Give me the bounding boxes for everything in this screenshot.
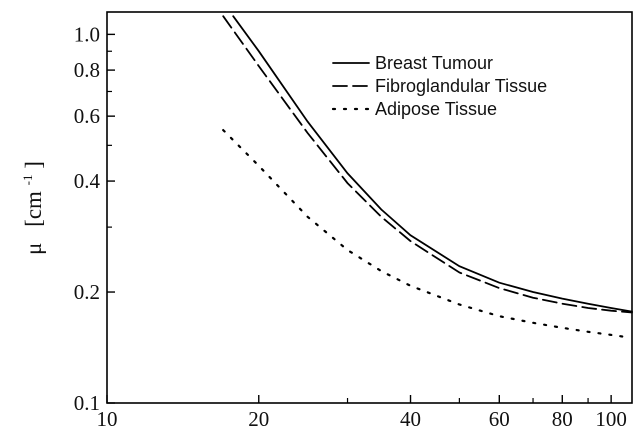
legend-label: Adipose Tissue xyxy=(375,99,497,119)
x-tick-label: 100 xyxy=(595,407,627,431)
y-tick-label: 1.0 xyxy=(74,22,100,46)
y-axis-unit-close: ] xyxy=(21,161,46,169)
x-tick-label: 40 xyxy=(400,407,421,431)
y-tick-label: 0.1 xyxy=(74,391,100,415)
legend: Breast Tumour Fibroglandular Tissue Adipos… xyxy=(331,53,547,119)
x-tick-label: 20 xyxy=(248,407,269,431)
x-tick-label: 80 xyxy=(552,407,573,431)
series-layer xyxy=(222,15,633,339)
series-line-breast-tumour xyxy=(232,15,633,313)
x-tick-label: 10 xyxy=(97,407,118,431)
y-tick-label: 0.2 xyxy=(74,280,100,304)
series-line-fibroglandular-tissue xyxy=(222,15,633,314)
y-tick-label: 0.6 xyxy=(74,104,100,128)
legend-label: Fibroglandular Tissue xyxy=(375,76,547,96)
series-line-adipose-tissue xyxy=(222,129,627,339)
y-axis-unit-open: [cm xyxy=(21,191,46,227)
y-tick-label: 0.8 xyxy=(74,58,100,82)
y-tick-label: 0.4 xyxy=(74,169,101,193)
x-tick-label: 60 xyxy=(489,407,510,431)
plot-frame xyxy=(106,11,633,404)
y-axis-title: μ [cm -1 ] xyxy=(12,161,46,255)
y-axis-unit-sup: -1 xyxy=(20,174,35,185)
y-axis-symbol: μ xyxy=(21,243,46,255)
tick-layer: 10 20 40 60 80 100 0.1 0.2 0.4 0.6 0.8 1.0 xyxy=(74,22,627,431)
legend-label: Breast Tumour xyxy=(375,53,493,73)
